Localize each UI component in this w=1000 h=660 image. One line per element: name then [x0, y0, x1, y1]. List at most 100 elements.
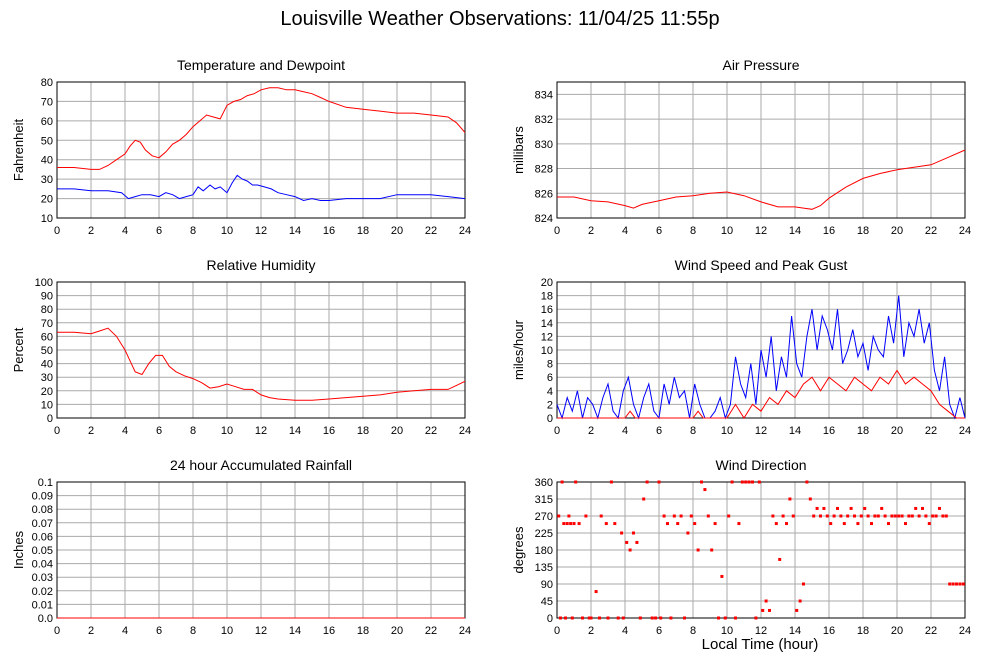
chart-temperature-ytick-label: 80 — [41, 77, 53, 89]
chart-direction-xtick-label: 16 — [823, 625, 835, 637]
chart-direction-point — [887, 522, 890, 526]
chart-direction-point — [638, 616, 642, 620]
chart-direction-point — [632, 531, 635, 535]
chart-direction-point — [628, 548, 632, 552]
chart-rainfall-ytick-label: 0.08 — [32, 504, 53, 516]
chart-direction-title: Wind Direction — [715, 457, 806, 473]
chart-humidity-xtick-label: 4 — [122, 425, 128, 437]
chart-wind-ytick-label: 16 — [541, 304, 553, 316]
chart-pressure-xtick-label: 16 — [823, 225, 835, 237]
chart-direction-point — [713, 522, 717, 526]
chart-pressure-xtick-label: 8 — [690, 225, 696, 237]
chart-wind-xtick-label: 0 — [554, 425, 560, 437]
chart-direction-ytick-label: 225 — [535, 528, 553, 540]
chart-wind-ytick-label: 8 — [547, 359, 553, 371]
chart-temperature-xtick-label: 4 — [122, 225, 128, 237]
x-axis-title: Local Time (hour) — [701, 636, 819, 653]
chart-direction-ytick-label: 180 — [535, 545, 553, 557]
chart-direction-point — [751, 480, 754, 484]
chart-wind-xtick-label: 24 — [959, 425, 971, 437]
chart-humidity-xtick-label: 8 — [190, 425, 196, 437]
chart-rainfall-ytick-label: 0.0 — [38, 613, 53, 625]
chart-direction-point — [606, 616, 610, 620]
chart-direction-point — [609, 480, 613, 484]
chart-direction-point — [645, 480, 649, 484]
chart-direction-xtick-label: 22 — [925, 625, 937, 637]
chart-humidity-xtick-label: 6 — [156, 425, 162, 437]
chart-pressure-xtick-label: 24 — [959, 225, 971, 237]
chart-direction-point — [958, 582, 962, 586]
chart-direction-point — [662, 514, 666, 518]
chart-direction-point — [900, 514, 904, 518]
chart-direction-point — [574, 480, 578, 484]
chart-direction-point — [914, 506, 918, 510]
chart-direction-point — [853, 514, 856, 518]
chart-direction-point — [836, 506, 839, 510]
chart-pressure-title: Air Pressure — [722, 57, 799, 73]
chart-direction-point — [689, 514, 693, 518]
chart-direction-xtick-label: 10 — [721, 625, 733, 637]
chart-direction-point — [883, 514, 887, 518]
chart-direction-point — [676, 522, 680, 526]
chart-direction-point — [764, 599, 768, 603]
chart-direction-point — [944, 514, 948, 518]
chart-direction-point — [696, 548, 700, 552]
chart-direction-ytick-label: 315 — [535, 494, 553, 506]
chart-pressure-xtick-label: 14 — [789, 225, 801, 237]
chart-humidity-ytick-label: 0 — [47, 413, 53, 425]
chart-direction-point — [849, 506, 853, 510]
chart-direction-point — [693, 522, 697, 526]
chart-humidity-ytick-label: 20 — [41, 386, 53, 398]
chart-direction-point — [744, 480, 748, 484]
chart-direction-point — [613, 522, 617, 526]
chart-direction-xtick-label: 14 — [789, 625, 801, 637]
chart-direction-xtick-label: 8 — [690, 625, 696, 637]
chart-pressure-ytick-label: 830 — [535, 139, 553, 151]
chart-direction-point — [567, 514, 571, 518]
chart-direction-point — [635, 540, 639, 544]
chart-rainfall-xtick-label: 4 — [122, 625, 128, 637]
chart-direction-point — [791, 514, 795, 518]
chart-temperature-ytick-label: 70 — [41, 96, 53, 108]
chart-direction-point — [650, 616, 654, 620]
chart-pressure-xtick-label: 0 — [554, 225, 560, 237]
chart-direction-xtick-label: 18 — [857, 625, 869, 637]
chart-temperature-ylabel: Fahrenheit — [11, 119, 26, 182]
chart-direction-point — [757, 480, 761, 484]
chart-rainfall-title: 24 hour Accumulated Rainfall — [170, 457, 352, 473]
chart-direction-xtick-label: 24 — [959, 625, 971, 637]
chart-direction-point — [720, 574, 724, 578]
chart-temperature-ytick-label: 10 — [41, 213, 53, 225]
chart-direction-point — [921, 506, 924, 510]
chart-direction-xtick-label: 4 — [622, 625, 628, 637]
chart-rainfall-xtick-label: 18 — [357, 625, 369, 637]
chart-temperature-xtick-label: 18 — [357, 225, 369, 237]
chart-direction-ytick-label: 45 — [541, 596, 553, 608]
chart-humidity-xtick-label: 16 — [323, 425, 335, 437]
chart-temperature-xtick-label: 16 — [323, 225, 335, 237]
chart-direction-point — [669, 616, 673, 620]
chart-direction-point — [657, 480, 661, 484]
chart-direction-ytick-label: 0 — [547, 613, 553, 625]
chart-direction-point — [598, 616, 601, 620]
chart-direction-point — [910, 514, 914, 518]
chart-pressure-series-0 — [557, 149, 966, 210]
chart-humidity-xtick-label: 10 — [221, 425, 233, 437]
chart-humidity-xtick-label: 12 — [255, 425, 267, 437]
chart-rainfall-ytick-label: 0.02 — [32, 586, 53, 598]
chart-wind-xtick-label: 12 — [755, 425, 767, 437]
chart-direction-point — [856, 522, 860, 526]
chart-temperature-xtick-label: 10 — [221, 225, 233, 237]
chart-direction-point — [703, 488, 707, 492]
chart-direction-point — [569, 522, 573, 526]
chart-rainfall-ytick-label: 0.03 — [32, 572, 53, 584]
chart-wind-xtick-label: 4 — [622, 425, 628, 437]
chart-wind-series-0 — [556, 295, 966, 420]
chart-direction-point — [795, 608, 799, 612]
chart-wind-ytick-label: 10 — [541, 345, 553, 357]
chart-wind-series-1 — [557, 369, 965, 419]
